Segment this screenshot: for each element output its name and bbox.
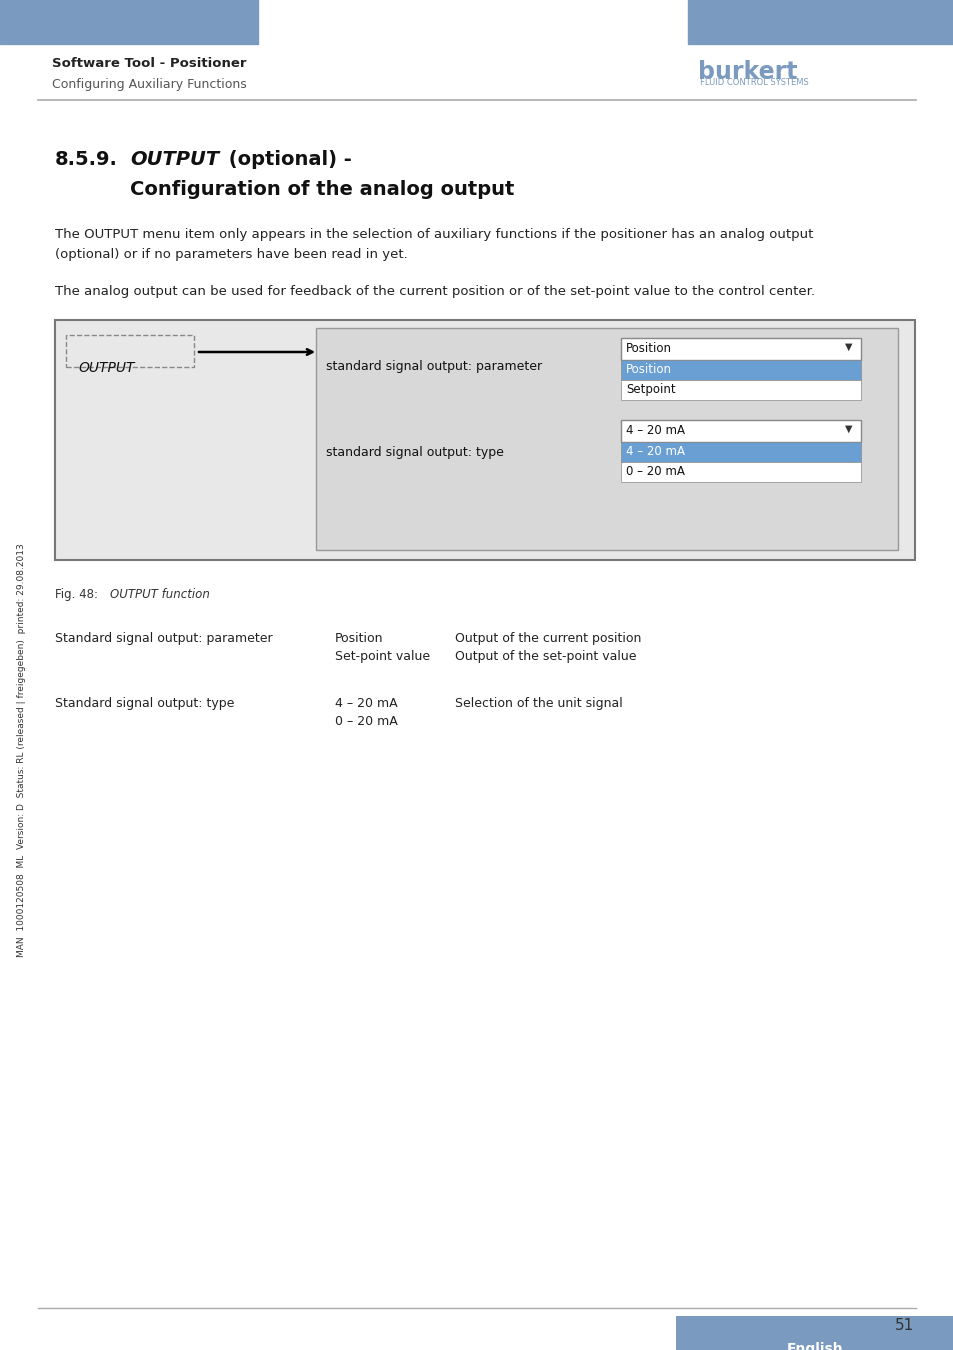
Bar — [620, 420, 861, 441]
Bar — [620, 379, 861, 400]
Bar — [66, 335, 193, 367]
Bar — [620, 338, 861, 360]
Text: 0 – 20 mA: 0 – 20 mA — [625, 464, 684, 478]
Text: (optional) or if no parameters have been read in yet.: (optional) or if no parameters have been… — [55, 248, 407, 261]
Text: English: English — [786, 1342, 842, 1350]
Text: Software Tool - Positioner: Software Tool - Positioner — [52, 57, 246, 70]
Text: Set-point value: Set-point value — [335, 649, 430, 663]
Text: 4 – 20 mA: 4 – 20 mA — [335, 697, 397, 710]
Text: Selection of the unit signal: Selection of the unit signal — [455, 697, 622, 710]
Text: The OUTPUT menu item only appears in the selection of auxiliary functions if the: The OUTPUT menu item only appears in the… — [55, 228, 813, 242]
Bar — [687, 0, 953, 45]
Bar — [620, 462, 861, 482]
Text: OUTPUT: OUTPUT — [130, 150, 219, 169]
Text: OUTPUT function: OUTPUT function — [110, 589, 210, 601]
Text: OUTPUT: OUTPUT — [78, 360, 134, 375]
Bar — [55, 320, 914, 560]
Text: 4 – 20 mA: 4 – 20 mA — [625, 424, 684, 437]
Text: 0 – 20 mA: 0 – 20 mA — [335, 716, 397, 728]
Text: Position: Position — [335, 632, 383, 645]
Text: ▼: ▼ — [844, 342, 852, 352]
Bar — [729, 28, 780, 34]
Text: Output of the current position: Output of the current position — [455, 632, 640, 645]
Text: standard signal output: type: standard signal output: type — [326, 446, 503, 459]
Text: MAN  1000120508  ML  Version: D  Status: RL (released | freigegeben)  printed: 2: MAN 1000120508 ML Version: D Status: RL … — [17, 543, 26, 957]
Text: Setpoint: Setpoint — [625, 383, 675, 396]
Text: ▼: ▼ — [844, 424, 852, 433]
Text: 4 – 20 mA: 4 – 20 mA — [625, 446, 684, 458]
Bar — [0, 0, 257, 45]
Text: Output of the set-point value: Output of the set-point value — [455, 649, 636, 663]
Text: Fig. 48:: Fig. 48: — [55, 589, 98, 601]
Text: burkert: burkert — [698, 59, 797, 84]
Bar — [315, 328, 897, 549]
Bar — [676, 1316, 953, 1350]
Text: 8.5.9.: 8.5.9. — [55, 150, 118, 169]
Text: Standard signal output: parameter: Standard signal output: parameter — [55, 632, 273, 645]
Text: Position: Position — [625, 342, 671, 355]
Text: The analog output can be used for feedback of the current position or of the set: The analog output can be used for feedba… — [55, 285, 814, 298]
Text: Configuration of the analog output: Configuration of the analog output — [130, 180, 514, 198]
Bar — [620, 441, 861, 462]
Text: 51: 51 — [895, 1318, 914, 1332]
Bar — [709, 28, 716, 34]
Bar — [700, 28, 705, 34]
Text: standard signal output: parameter: standard signal output: parameter — [326, 360, 541, 373]
Bar — [620, 360, 861, 379]
Text: Standard signal output: type: Standard signal output: type — [55, 697, 234, 710]
Text: (optional) -: (optional) - — [222, 150, 352, 169]
Bar — [720, 28, 725, 34]
Text: FLUID CONTROL SYSTEMS: FLUID CONTROL SYSTEMS — [700, 78, 808, 86]
Text: Position: Position — [625, 363, 671, 377]
Text: Configuring Auxiliary Functions: Configuring Auxiliary Functions — [52, 78, 247, 90]
